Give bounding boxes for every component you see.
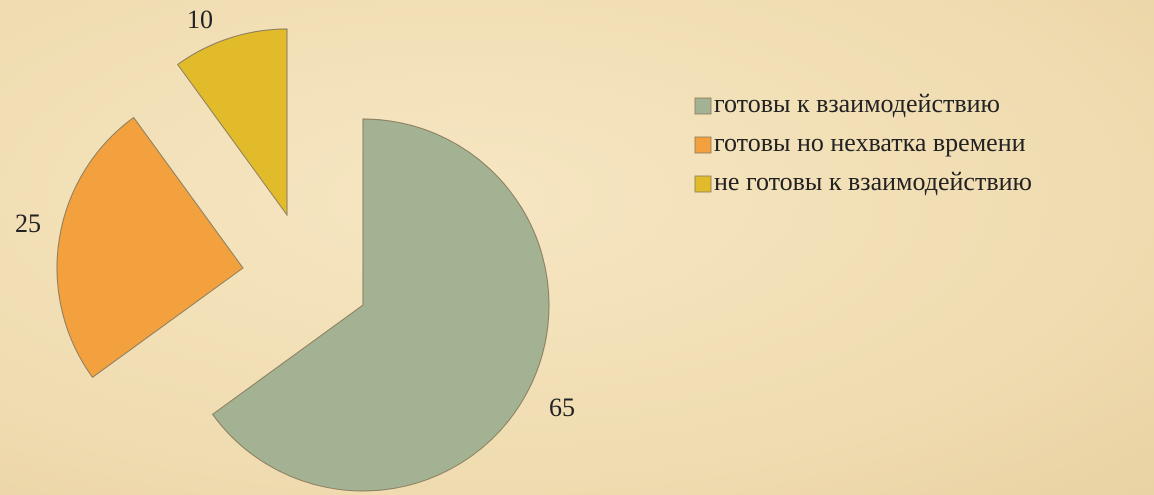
legend-label: готовы к взаимодействию [714,89,1000,118]
data-label: 65 [549,393,575,422]
data-label: 25 [15,209,41,238]
legend-swatch [694,97,712,115]
data-label: 10 [187,5,213,34]
legend-swatch [694,136,712,154]
legend-label: не готовы к взаимодействию [714,167,1032,196]
pie-slice [176,28,288,217]
pie-slice [56,116,244,379]
legend-label: готовы но нехватка времени [714,128,1026,157]
legend-swatch [694,175,712,193]
pie-slice [211,118,550,492]
